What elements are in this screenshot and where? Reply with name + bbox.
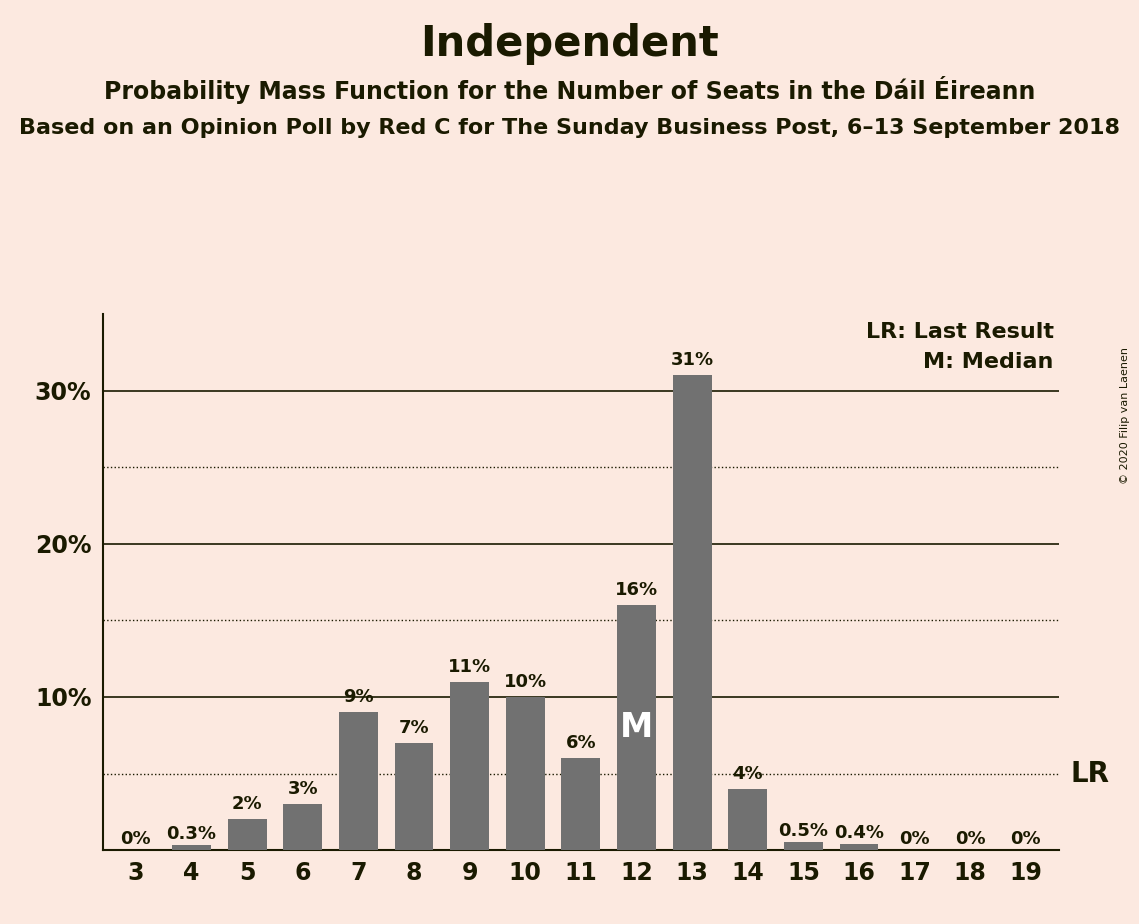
Bar xyxy=(284,804,322,850)
Text: Based on an Opinion Poll by Red C for The Sunday Business Post, 6–13 September 2: Based on an Opinion Poll by Red C for Th… xyxy=(19,118,1120,139)
Bar xyxy=(228,820,267,850)
Text: © 2020 Filip van Laenen: © 2020 Filip van Laenen xyxy=(1121,347,1130,484)
Bar xyxy=(172,845,211,850)
Text: 31%: 31% xyxy=(671,351,714,370)
Text: 7%: 7% xyxy=(399,719,429,736)
Bar xyxy=(394,743,434,850)
Text: 0%: 0% xyxy=(900,830,929,848)
Text: LR: Last Result: LR: Last Result xyxy=(866,322,1054,342)
Bar xyxy=(450,682,489,850)
Bar xyxy=(728,789,768,850)
Text: 3%: 3% xyxy=(287,780,318,798)
Text: LR: LR xyxy=(1071,760,1109,787)
Text: M: M xyxy=(620,711,653,744)
Bar xyxy=(339,712,378,850)
Text: 4%: 4% xyxy=(732,765,763,783)
Text: 0.5%: 0.5% xyxy=(778,822,828,840)
Text: Probability Mass Function for the Number of Seats in the Dáil Éireann: Probability Mass Function for the Number… xyxy=(104,76,1035,103)
Bar xyxy=(839,844,878,850)
Text: M: Median: M: Median xyxy=(924,352,1054,372)
Text: Independent: Independent xyxy=(420,23,719,65)
Bar xyxy=(617,605,656,850)
Bar xyxy=(784,843,822,850)
Text: 6%: 6% xyxy=(566,734,596,752)
Text: 0%: 0% xyxy=(121,830,151,848)
Text: 9%: 9% xyxy=(343,688,374,706)
Text: 0.4%: 0.4% xyxy=(834,823,884,842)
Text: 0%: 0% xyxy=(1010,830,1041,848)
Bar xyxy=(562,759,600,850)
Text: 0.3%: 0.3% xyxy=(166,825,216,844)
Bar xyxy=(673,375,712,850)
Text: 2%: 2% xyxy=(232,796,262,813)
Text: 11%: 11% xyxy=(448,658,491,675)
Text: 0%: 0% xyxy=(954,830,985,848)
Text: 16%: 16% xyxy=(615,581,658,599)
Text: 10%: 10% xyxy=(503,673,547,691)
Bar xyxy=(506,697,544,850)
